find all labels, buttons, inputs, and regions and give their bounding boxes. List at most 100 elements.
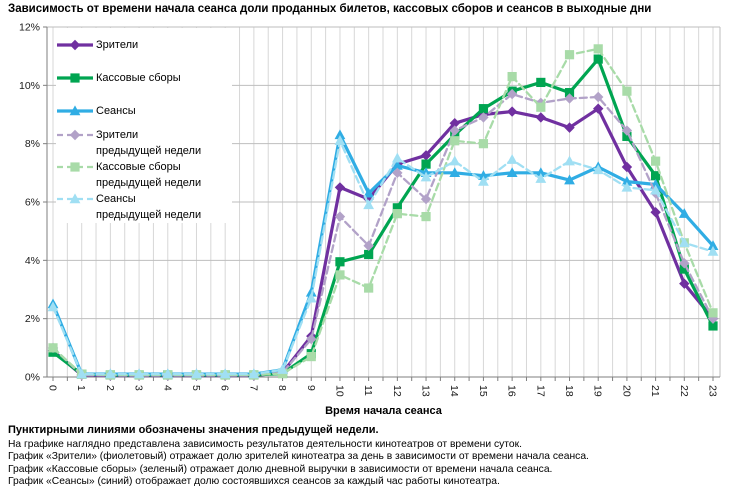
data-point-diamond [449,118,460,129]
legend-item-sessions-prev-week: Сеансы предыдущей недели [56,191,232,223]
sessions-prev-dashed-swatch-icon [57,193,93,204]
data-point-diamond [478,112,489,123]
data-point-triangle [621,181,633,192]
data-point-square [364,283,374,293]
data-point-triangle [420,171,432,182]
x-tick-label: 7 [247,385,259,391]
data-point-square [306,351,316,362]
x-tick-label: 5 [190,385,202,391]
legend-item-box-office-prev-week: Кассовые сборы предыдущей недели [56,159,232,191]
data-point-diamond [334,211,346,222]
footnote-line: График «Кассовые сборы» (зеленый) отража… [8,463,553,475]
data-point-square [392,203,402,213]
data-point-triangle [47,301,59,312]
data-point-triangle [678,237,690,248]
x-tick-label: 12 [391,385,403,397]
y-tick-label: 4% [25,255,40,267]
footnote-line: График «Сеансы» (синий) отображает долю … [8,476,500,488]
chart-legend: Зрители Кассовые сборы Сеансы Зрители пр… [56,28,232,223]
data-point-square [478,104,489,114]
x-tick-label: 1 [75,385,87,391]
data-point-triangle [592,164,604,175]
legend-label-line2: предыдущей недели [96,177,202,189]
y-tick-label: 2% [25,313,40,325]
viewers-line-swatch-icon [57,39,93,50]
x-tick-label: 22 [678,385,690,397]
x-tick-label: 18 [563,385,575,397]
data-point-square [48,343,58,353]
data-point-square [622,131,632,141]
data-point-triangle [248,368,260,379]
data-point-triangle [191,368,202,379]
data-point-triangle [69,104,81,115]
x-tick-label: 23 [707,385,719,397]
legend-label: Сеансы [96,193,136,205]
data-point-square [679,264,689,274]
data-point-triangle [363,187,375,198]
legend-label-line2: предыдущей недели [96,145,202,157]
data-point-square [478,139,489,149]
y-tick-label: 10% [19,80,40,92]
data-point-triangle [391,159,403,170]
data-point-diamond [679,258,690,269]
legend-label: Кассовые сборы [96,71,181,84]
data-point-triangle [478,170,489,180]
data-point-triangle [162,368,174,379]
data-point-diamond [564,122,575,133]
x-tick-label: 20 [620,385,632,397]
data-point-triangle [621,175,633,186]
data-point-triangle [305,286,317,297]
data-point-diamond [679,278,690,289]
data-point-triangle [391,152,403,163]
legend-label: Зрители [96,38,139,51]
data-point-square [536,77,546,88]
x-axis-tick-labels: 0 1 2 3 4 5 6 7 8 9 10 11 12 13 14 15 16 17 18 19 20 21 22 23 [47,385,719,397]
data-point-square [421,211,431,222]
data-point-triangle [334,135,346,145]
footnote-bold: Пунктирными линиями обозначены значения … [8,424,379,436]
data-point-triangle [76,368,88,379]
data-point-triangle [707,245,719,256]
x-tick-label: 9 [305,385,317,391]
data-point-square [450,136,460,146]
legend-label-line2: предыдущей недели [96,209,202,221]
legend-label: Кассовые сборы [96,161,181,173]
x-tick-label: 2 [104,385,116,391]
data-point-triangle [678,208,690,218]
x-tick-label: 16 [506,385,518,397]
legend-label: Зрители [96,129,139,141]
data-point-triangle [334,129,346,140]
data-point-square [364,249,374,260]
data-point-diamond [69,39,81,50]
sessions-line-swatch-icon [57,104,93,115]
data-point-diamond [363,240,374,251]
data-point-diamond [69,129,81,141]
data-point-triangle [707,240,719,250]
data-point-triangle [564,174,575,185]
data-point-triangle [277,364,288,374]
legend-item-viewers-prev-week: Зрители предыдущей недели [56,127,232,159]
viewers-prev-dashed-swatch-icon [57,129,93,141]
legend-item-box-office: Кассовые сборы [56,61,232,94]
data-point-square [564,50,575,60]
box-office-prev-dashed-swatch-icon [57,162,93,172]
x-tick-label: 3 [133,385,145,391]
data-point-triangle [104,368,116,379]
axes [43,26,720,381]
data-point-diamond [621,125,633,136]
series-5 [47,135,719,379]
x-axis-title: Время начала сеанса [325,405,443,417]
legend-item-sessions: Сеансы [56,94,232,127]
data-point-diamond [420,193,432,205]
data-point-square [651,156,661,166]
legend-item-viewers: Зрители [56,28,232,61]
data-point-square [70,162,80,172]
data-point-triangle [478,175,489,186]
x-tick-label: 17 [534,385,546,397]
data-point-square [392,209,402,219]
x-tick-label: 13 [420,385,432,397]
data-point-square [507,71,517,82]
data-point-square [70,72,80,83]
data-point-square [564,88,575,98]
y-tick-label: 12% [19,22,40,34]
